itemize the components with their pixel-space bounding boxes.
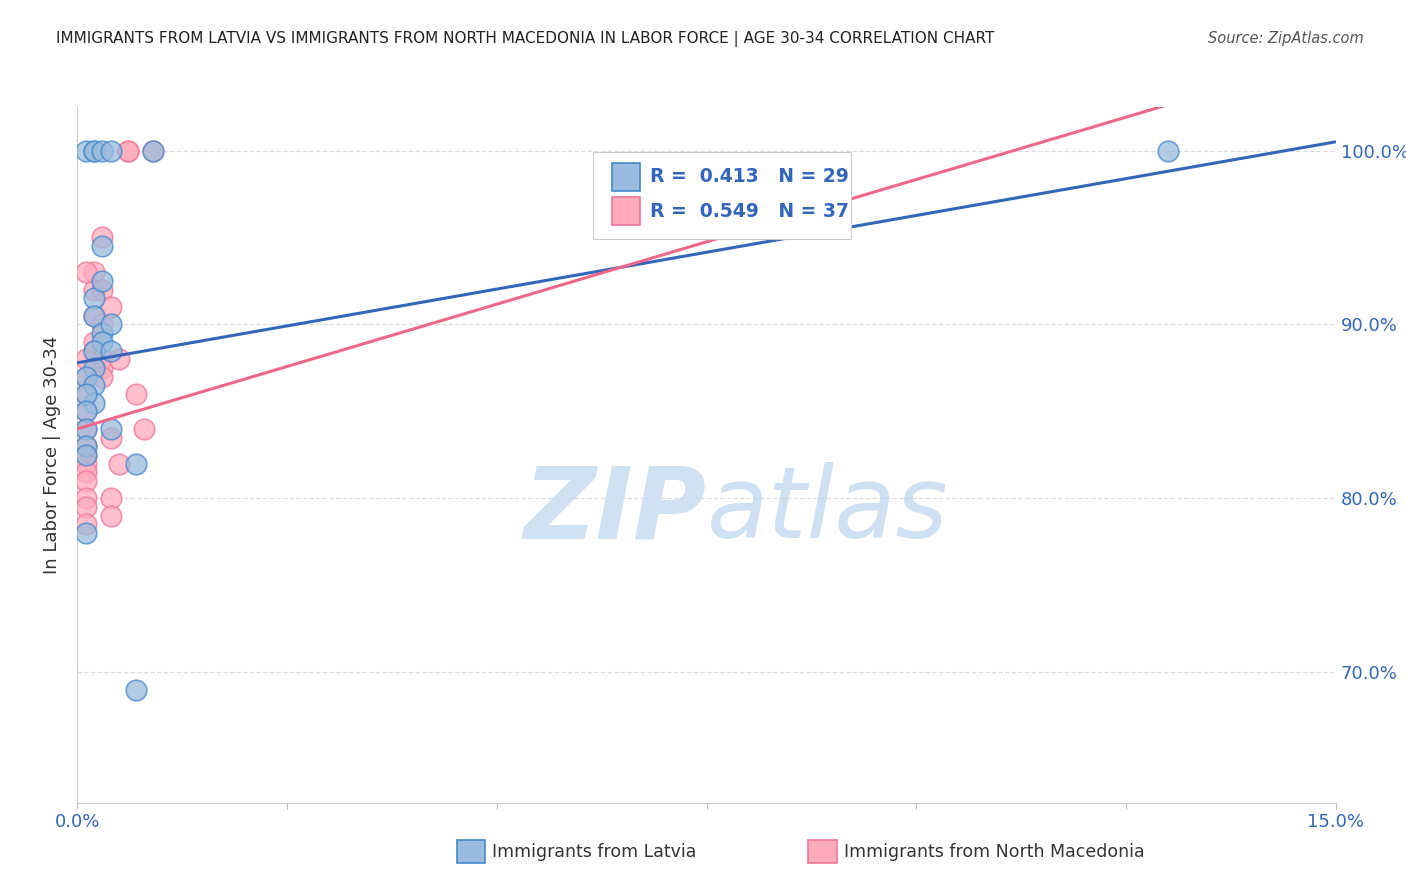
Text: ZIP: ZIP [523, 462, 707, 559]
Point [83, 360, 105, 375]
Y-axis label: In Labor Force | Age 30-34: In Labor Force | Age 30-34 [44, 335, 62, 574]
Point [83, 343, 105, 358]
Point [75, 265, 97, 279]
Point [75, 466, 97, 480]
Point [100, 491, 122, 506]
Point [108, 457, 131, 471]
Point [75, 448, 97, 462]
Point [83, 378, 105, 392]
Point [100, 343, 122, 358]
Point [83, 291, 105, 305]
Point [134, 422, 156, 436]
Point [91, 352, 114, 367]
Text: 15.0%: 15.0% [1308, 814, 1364, 831]
Point [83, 395, 105, 409]
Point [108, 352, 131, 367]
Point [91, 274, 114, 288]
Point [1157, 144, 1180, 158]
Text: atlas: atlas [707, 462, 948, 559]
Point [75, 526, 97, 541]
Point [83, 334, 105, 349]
Point [75, 439, 97, 453]
Point [91, 144, 114, 158]
Text: Source: ZipAtlas.com: Source: ZipAtlas.com [1208, 31, 1364, 46]
Point [75, 404, 97, 418]
Point [75, 474, 97, 488]
Text: IMMIGRANTS FROM LATVIA VS IMMIGRANTS FROM NORTH MACEDONIA IN LABOR FORCE | AGE 3: IMMIGRANTS FROM LATVIA VS IMMIGRANTS FRO… [56, 31, 994, 47]
Point [75, 369, 97, 384]
Point [83, 144, 105, 158]
Point [91, 369, 114, 384]
Point [100, 422, 122, 436]
Point [91, 283, 114, 297]
Point [75, 387, 97, 401]
Point [100, 431, 122, 445]
Point [75, 144, 97, 158]
FancyBboxPatch shape [593, 153, 851, 239]
Point [75, 369, 97, 384]
Point [91, 334, 114, 349]
Point [83, 309, 105, 323]
Point [100, 144, 122, 158]
Point [117, 144, 139, 158]
Point [83, 265, 105, 279]
Point [75, 422, 97, 436]
Point [91, 360, 114, 375]
Point [75, 422, 97, 436]
Point [100, 300, 122, 314]
Point [91, 326, 114, 340]
Point [75, 352, 97, 367]
Point [83, 309, 105, 323]
Point [83, 360, 105, 375]
Point [91, 239, 114, 253]
Point [75, 491, 97, 506]
Point [91, 230, 114, 244]
Point [75, 448, 97, 462]
Point [125, 387, 148, 401]
Point [83, 144, 105, 158]
Bar [612, 197, 640, 226]
Text: R =  0.549   N = 37: R = 0.549 N = 37 [650, 202, 849, 221]
Point [142, 144, 165, 158]
Point [83, 283, 105, 297]
Point [75, 517, 97, 532]
Text: Immigrants from North Macedonia: Immigrants from North Macedonia [844, 843, 1144, 861]
Point [83, 343, 105, 358]
Point [91, 318, 114, 332]
Text: R =  0.413   N = 29: R = 0.413 N = 29 [650, 167, 849, 186]
Point [75, 457, 97, 471]
Point [75, 404, 97, 418]
Point [100, 508, 122, 523]
Point [125, 457, 148, 471]
Text: 0.0%: 0.0% [55, 814, 100, 831]
Bar [612, 162, 640, 191]
Point [142, 144, 165, 158]
Point [117, 144, 139, 158]
Point [75, 500, 97, 514]
Point [75, 387, 97, 401]
Point [100, 318, 122, 332]
Text: Immigrants from Latvia: Immigrants from Latvia [492, 843, 696, 861]
Point [125, 682, 148, 697]
Point [75, 439, 97, 453]
